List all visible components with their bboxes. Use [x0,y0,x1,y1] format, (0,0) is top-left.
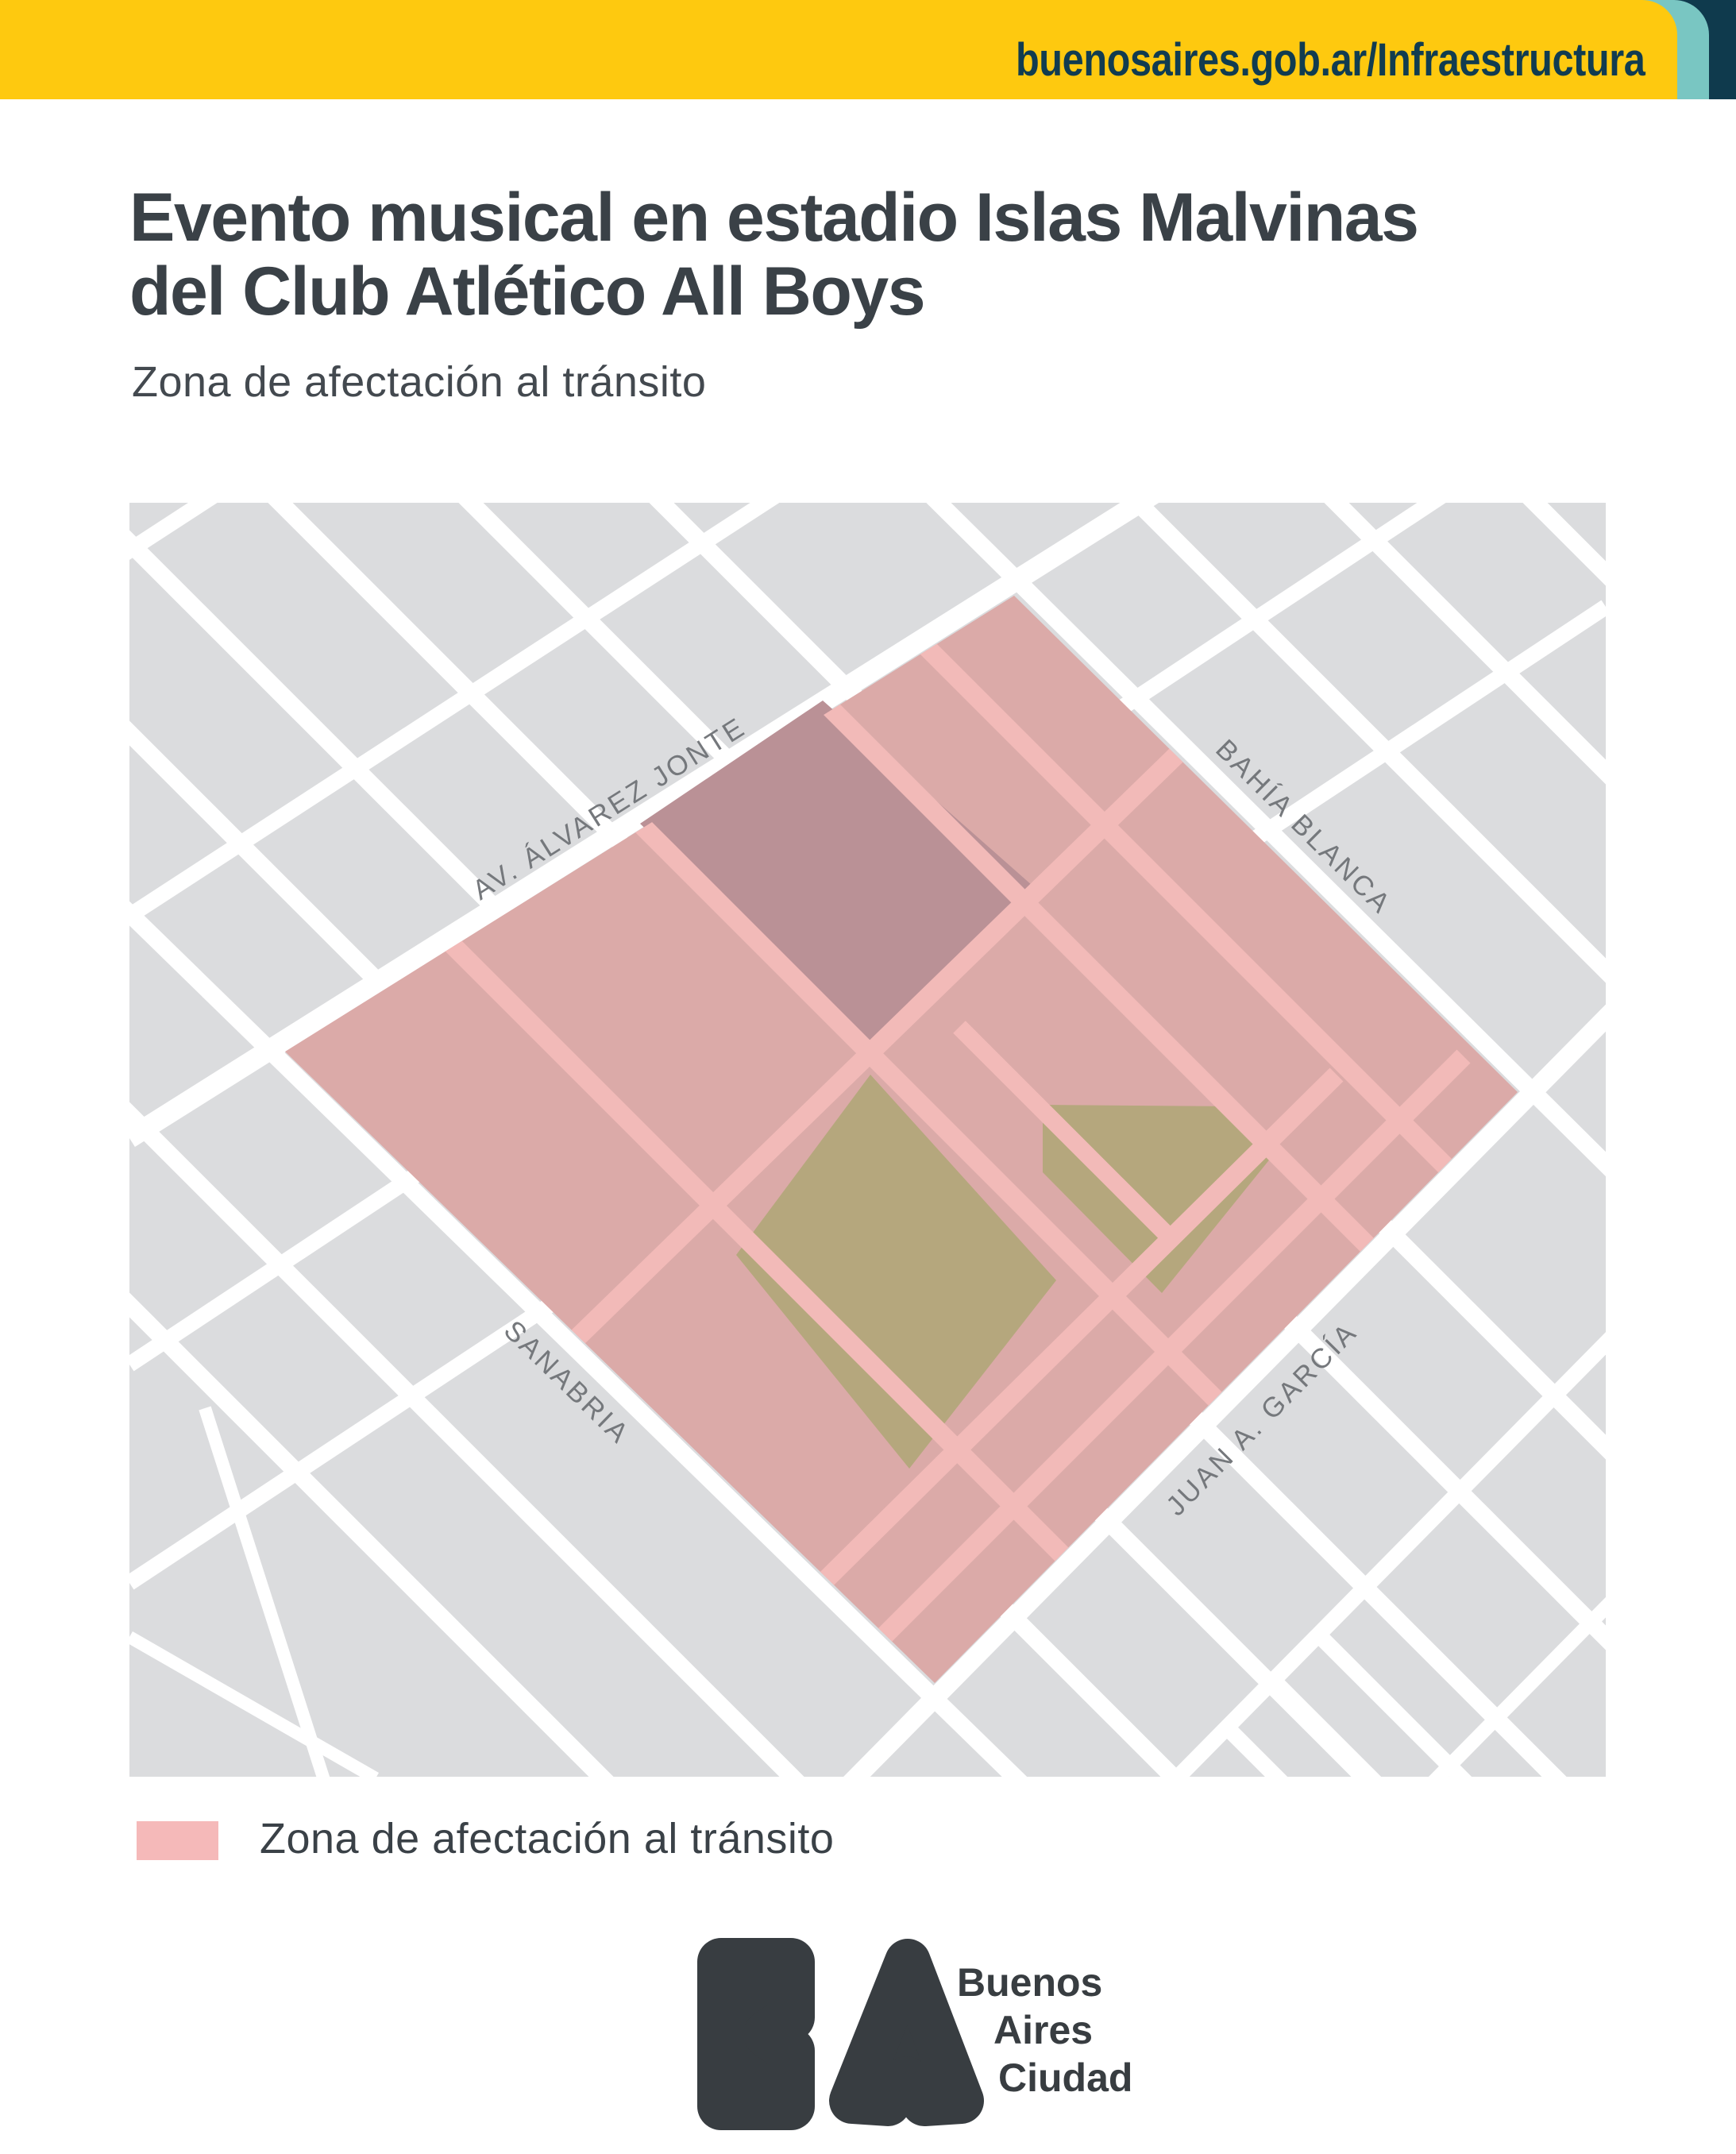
street-bahia-blanca [926,503,1606,1177]
stadium-block [736,1075,1056,1469]
page-title-line1: Evento musical en estadio Islas Malvinas [129,180,1419,256]
header-yellow-stripe [0,0,1677,99]
logo-line-ciudad: Ciudad [998,2056,1133,2100]
street-juan-garcia [843,1004,1606,1777]
street-alvarez-jonte [129,503,1159,1148]
logo-line-buenos: Buenos [957,1960,1103,2005]
page-title-line2: del Club Atlético All Boys [129,253,926,330]
page-subtitle: Zona de afectación al tránsito [132,358,707,406]
highlighted-block [640,701,1032,1049]
stadium-block-annex [1043,1105,1278,1293]
ba-logo-text: Buenos Aires Ciudad [957,1959,1132,2102]
street-sanabria [129,901,1028,1777]
header-bar: buenosaires.gob.ar/Infraestructura [0,0,1736,99]
traffic-map: AV. ÁLVAREZ JONTE BAHÍA BLANCA SANABRIA … [129,503,1606,1777]
map-canvas: AV. ÁLVAREZ JONTE BAHÍA BLANCA SANABRIA … [129,503,1606,1777]
page-title: Evento musical en estadio Islas Malvinas… [129,180,1419,330]
white-streets [129,503,1606,1777]
ba-logo-mark [697,1938,987,2130]
ba-logo-icon [697,1938,984,2130]
header-url: buenosaires.gob.ar/Infraestructura [1015,34,1645,86]
legend-swatch [137,1821,218,1860]
logo-line-aires: Aires [993,2008,1094,2052]
legend-label: Zona de afectación al tránsito [260,1815,835,1863]
